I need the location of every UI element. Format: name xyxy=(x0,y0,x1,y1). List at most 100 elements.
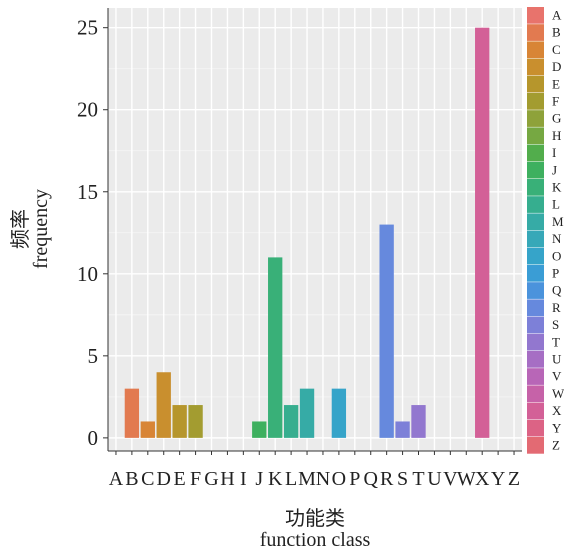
y-axis: 0 5 10 15 20 25 xyxy=(77,8,109,451)
bar-C xyxy=(140,421,155,438)
x-axis-title: function class xyxy=(260,529,371,551)
x-tick-label: W xyxy=(457,468,476,490)
x-tick-label: F xyxy=(190,468,201,490)
legend-swatch-O xyxy=(527,247,544,265)
legend-label-X: X xyxy=(552,403,562,418)
x-tick-label: C xyxy=(141,468,154,490)
legend-label-K: K xyxy=(552,180,562,195)
y-tick-label: 0 xyxy=(88,426,99,450)
legend-swatch-M xyxy=(527,213,544,231)
legend-swatch-S xyxy=(527,316,544,334)
x-tick-label: J xyxy=(255,468,263,490)
x-tick-label: A xyxy=(109,468,124,490)
x-tick-label: U xyxy=(427,468,442,490)
legend-label-O: O xyxy=(552,248,561,263)
bar-X xyxy=(475,27,490,438)
x-tick-label: G xyxy=(204,468,218,490)
x-tick-label: R xyxy=(380,468,394,490)
y-tick-label: 20 xyxy=(77,98,98,122)
bar-M xyxy=(299,388,315,438)
legend-label-F: F xyxy=(552,94,559,109)
legend-swatch-I xyxy=(527,144,544,162)
x-tick-label: I xyxy=(240,468,247,490)
x-tick-label: Y xyxy=(491,468,505,490)
bar-K xyxy=(268,257,283,438)
plot-panel xyxy=(108,8,522,451)
bar-O xyxy=(331,388,347,438)
legend-label-M: M xyxy=(552,214,564,229)
legend-label-D: D xyxy=(552,59,561,74)
legend-swatch-H xyxy=(527,127,544,145)
x-tick-label: D xyxy=(157,468,171,490)
bar-R xyxy=(379,224,394,438)
x-tick-label: P xyxy=(349,468,360,490)
x-tick-label: M xyxy=(298,468,316,490)
x-tick-label: L xyxy=(285,468,297,490)
legend-swatch-R xyxy=(527,299,544,317)
legend-swatch-G xyxy=(527,110,544,127)
legend-swatch-Z xyxy=(527,437,544,454)
legend-label-C: C xyxy=(552,42,561,57)
x-axis-title-cn: 功能类 xyxy=(285,507,345,530)
x-tick-label: E xyxy=(174,468,186,490)
bar-S xyxy=(395,421,410,438)
legend-swatch-W xyxy=(527,385,544,403)
legend-label-B: B xyxy=(552,25,561,40)
x-tick-label: H xyxy=(220,468,234,490)
legend-label-N: N xyxy=(552,231,562,246)
y-tick-label: 10 xyxy=(77,262,98,286)
legend-label-V: V xyxy=(552,369,562,384)
legend-label-J: J xyxy=(552,162,557,177)
legend-swatch-B xyxy=(527,24,544,41)
x-tick-label: X xyxy=(475,468,490,490)
legend-swatch-E xyxy=(527,75,544,93)
x-tick-label: V xyxy=(443,468,458,490)
legend-swatch-D xyxy=(527,58,544,76)
legend-label-H: H xyxy=(552,128,561,143)
bar-D xyxy=(156,372,171,438)
legend-label-Y: Y xyxy=(552,420,562,435)
legend-label-A: A xyxy=(552,8,562,23)
x-tick-label: K xyxy=(268,468,283,490)
legend-label-L: L xyxy=(552,197,560,212)
y-tick-label: 25 xyxy=(77,16,98,40)
x-tick-label: T xyxy=(412,468,424,490)
legend-label-E: E xyxy=(552,76,560,91)
legend-label-G: G xyxy=(552,111,561,126)
legend-swatch-L xyxy=(527,196,544,213)
legend-label-I: I xyxy=(552,145,556,160)
bar-J xyxy=(252,421,267,438)
legend-swatch-K xyxy=(527,179,544,196)
x-tick-label: N xyxy=(316,468,330,490)
y-axis-title: frequency xyxy=(30,189,52,269)
legend-swatch-J xyxy=(527,161,544,179)
legend-label-U: U xyxy=(552,352,562,367)
x-tick-label: Z xyxy=(508,468,520,490)
legend-swatch-N xyxy=(527,230,544,248)
legend-swatch-F xyxy=(527,93,544,110)
legend-swatch-A xyxy=(527,7,544,24)
legend-swatch-V xyxy=(527,368,544,385)
bars xyxy=(124,27,490,438)
y-tick-label: 5 xyxy=(88,344,99,368)
bar-B xyxy=(124,388,140,438)
legend-label-W: W xyxy=(552,386,564,401)
legend-swatch-P xyxy=(527,265,544,282)
bar-F xyxy=(188,405,203,438)
y-tick-label: 15 xyxy=(77,180,98,204)
legend-label-T: T xyxy=(552,334,560,349)
bar-L xyxy=(283,405,299,438)
x-tick-label: Q xyxy=(364,468,379,490)
y-axis-title-cn: 频率 xyxy=(9,209,32,249)
legend-label-P: P xyxy=(552,266,559,281)
x-tick-label: O xyxy=(332,468,346,490)
legend-label-R: R xyxy=(552,300,561,315)
bar-T xyxy=(411,405,426,438)
bar-E xyxy=(172,405,187,438)
x-tick-label: B xyxy=(125,468,138,490)
legend-swatch-X xyxy=(527,402,544,420)
legend-swatch-Y xyxy=(527,419,544,437)
